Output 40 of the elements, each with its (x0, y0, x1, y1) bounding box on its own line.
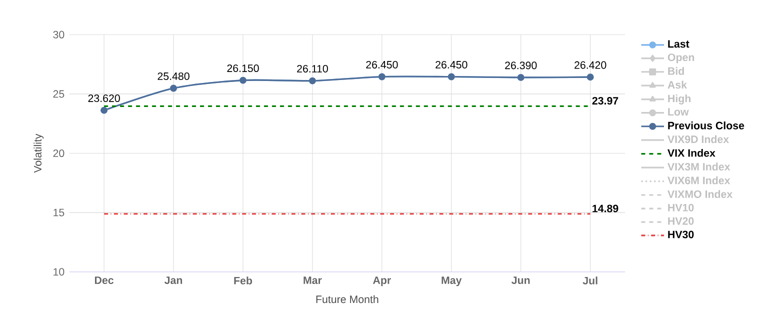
legend-label: VIXMO Index (668, 190, 733, 198)
y-tick-label: 15 (54, 208, 64, 216)
x-axis-title: Future Month (316, 295, 378, 304)
x-tick-label: May (442, 276, 462, 286)
legend-label: VIX3M Index (668, 162, 730, 171)
data-label: 26.110 (297, 65, 328, 73)
data-label: 26.450 (366, 61, 398, 69)
legend-label: HV30 (668, 230, 694, 238)
y-tick-label: 25 (53, 90, 64, 98)
data-label: 23.620 (88, 94, 120, 102)
x-tick-label: Dec (94, 276, 114, 284)
legend-label: Bid (668, 67, 684, 75)
legend-label: HV20 (668, 217, 694, 225)
legend-label: VIX Index (668, 149, 716, 157)
x-tick-label: Mar (304, 276, 322, 284)
data-label: 26.150 (227, 64, 259, 72)
legend-label: HV10 (668, 204, 694, 212)
legend-label: High (668, 94, 690, 105)
data-label: 26.420 (574, 61, 606, 69)
x-tick-label: Jul (582, 276, 598, 284)
x-tick-label: Apr (373, 276, 391, 286)
y-axis-title: Volatility (34, 134, 44, 173)
legend-label: Low (668, 108, 689, 116)
data-label: 23.97 (592, 97, 618, 105)
legend-label: Open (668, 54, 694, 64)
y-tick-label: 30 (53, 30, 64, 38)
data-label: 14.89 (592, 204, 618, 212)
data-label: 26.390 (505, 62, 537, 70)
x-tick-label: Jan (164, 276, 182, 284)
data-label: 25.480 (158, 72, 190, 80)
legend-label: Ask (668, 80, 688, 89)
legend-label: VIX9D Index (668, 135, 729, 144)
y-tick-label: 20 (53, 150, 64, 158)
data-label: 26.450 (436, 61, 468, 69)
x-tick-label: Jun (512, 276, 530, 284)
legend-label: Last (668, 40, 690, 48)
legend-label: Previous Close (668, 122, 744, 130)
y-tick-label: 10 (54, 268, 64, 276)
legend-label: VIX6M Index (668, 176, 730, 184)
x-tick-label: Feb (234, 276, 252, 284)
